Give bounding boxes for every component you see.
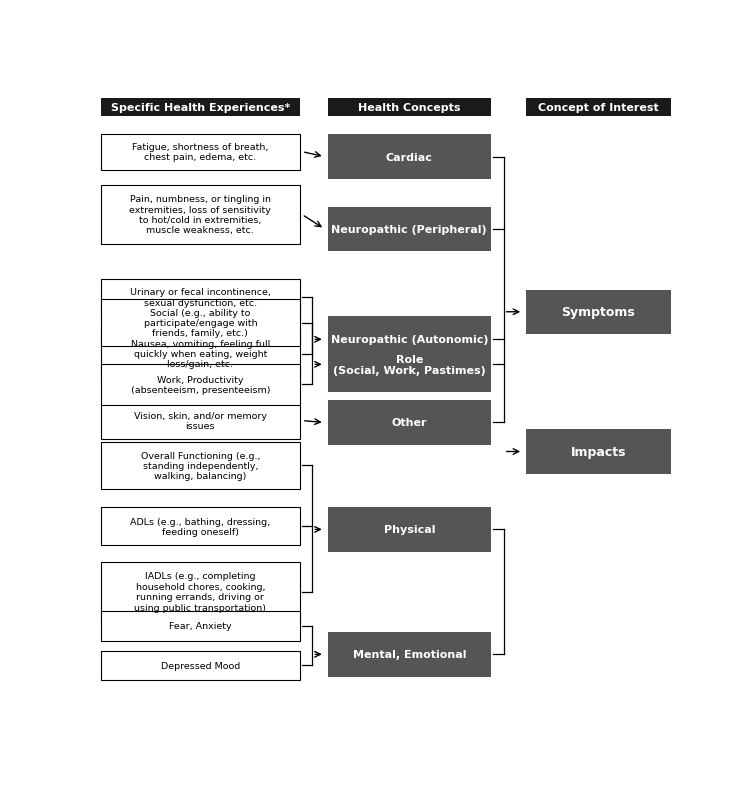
Text: Specific Health Experiences*: Specific Health Experiences*: [111, 103, 290, 113]
FancyBboxPatch shape: [101, 280, 300, 315]
FancyBboxPatch shape: [328, 99, 491, 117]
Text: Role
(Social, Work, Pastimes): Role (Social, Work, Pastimes): [333, 354, 486, 375]
Text: Mental, Emotional: Mental, Emotional: [352, 650, 466, 659]
FancyBboxPatch shape: [101, 135, 300, 170]
FancyBboxPatch shape: [328, 401, 491, 445]
FancyBboxPatch shape: [101, 650, 300, 680]
Text: Social (e.g., ability to
participate/engage with
friends, family, etc.): Social (e.g., ability to participate/eng…: [144, 308, 257, 338]
FancyBboxPatch shape: [101, 611, 300, 641]
Text: Impacts: Impacts: [571, 445, 626, 459]
Text: Overall Functioning (e.g.,
standing independently,
walking, balancing): Overall Functioning (e.g., standing inde…: [141, 451, 260, 480]
FancyBboxPatch shape: [101, 300, 300, 346]
FancyBboxPatch shape: [328, 317, 491, 363]
Text: ADLs (e.g., bathing, dressing,
feeding oneself): ADLs (e.g., bathing, dressing, feeding o…: [130, 517, 270, 537]
FancyBboxPatch shape: [101, 562, 300, 621]
FancyBboxPatch shape: [328, 508, 491, 552]
FancyBboxPatch shape: [328, 136, 491, 180]
Text: Neuropathic (Peripheral): Neuropathic (Peripheral): [331, 225, 487, 235]
FancyBboxPatch shape: [526, 99, 671, 117]
FancyBboxPatch shape: [101, 186, 300, 245]
Text: Work, Productivity
(absenteeism, presenteeism): Work, Productivity (absenteeism, present…: [130, 375, 270, 395]
FancyBboxPatch shape: [328, 632, 491, 677]
FancyBboxPatch shape: [101, 403, 300, 439]
Text: Urinary or fecal incontinence,
sexual dysfunction, etc.: Urinary or fecal incontinence, sexual dy…: [130, 288, 271, 307]
FancyBboxPatch shape: [101, 331, 300, 377]
Text: Fatigue, shortness of breath,
chest pain, edema, etc.: Fatigue, shortness of breath, chest pain…: [132, 143, 269, 162]
Text: Vision, skin, and/or memory
issues: Vision, skin, and/or memory issues: [134, 411, 267, 431]
FancyBboxPatch shape: [101, 99, 300, 117]
FancyBboxPatch shape: [328, 208, 491, 252]
Text: Health Concepts: Health Concepts: [358, 103, 461, 113]
FancyBboxPatch shape: [101, 365, 300, 405]
FancyBboxPatch shape: [328, 337, 491, 393]
Text: Neuropathic (Autonomic): Neuropathic (Autonomic): [331, 335, 488, 345]
FancyBboxPatch shape: [526, 290, 671, 334]
Text: Symptoms: Symptoms: [562, 306, 636, 319]
Text: Physical: Physical: [383, 525, 435, 535]
FancyBboxPatch shape: [101, 443, 300, 489]
Text: Depressed Mood: Depressed Mood: [160, 661, 240, 670]
Text: IADLs (e.g., completing
household chores, cooking,
running errands, driving or
u: IADLs (e.g., completing household chores…: [134, 572, 267, 612]
Text: Cardiac: Cardiac: [386, 152, 433, 162]
Text: Nausea, vomiting, feeling full
quickly when eating, weight
loss/gain, etc.: Nausea, vomiting, feeling full quickly w…: [131, 339, 270, 369]
Text: Pain, numbness, or tingling in
extremities, loss of sensitivity
to hot/cold in e: Pain, numbness, or tingling in extremiti…: [130, 195, 271, 235]
FancyBboxPatch shape: [526, 430, 671, 474]
Text: Fear, Anxiety: Fear, Anxiety: [169, 622, 232, 630]
Text: Concept of Interest: Concept of Interest: [538, 103, 659, 113]
FancyBboxPatch shape: [101, 508, 300, 546]
Text: Other: Other: [392, 418, 427, 428]
